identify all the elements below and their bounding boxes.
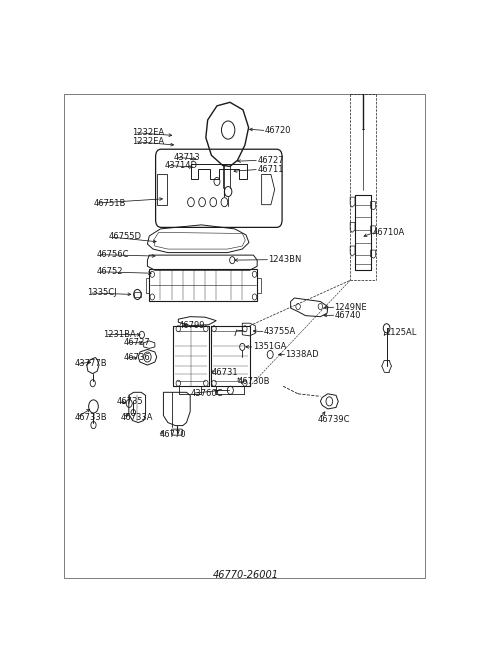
Text: 46739C: 46739C — [318, 415, 350, 424]
Text: 46770: 46770 — [160, 430, 186, 439]
Text: 46755D: 46755D — [108, 233, 142, 242]
Bar — [134, 292, 141, 297]
Text: 46799: 46799 — [178, 321, 205, 330]
Text: 46710A: 46710A — [372, 228, 405, 237]
Text: 46751B: 46751B — [94, 198, 126, 208]
Text: 46711: 46711 — [257, 165, 284, 174]
Text: 1232EA: 1232EA — [132, 128, 165, 137]
Text: 43713: 43713 — [173, 153, 200, 162]
Text: 46720: 46720 — [264, 126, 291, 135]
Text: 46756C: 46756C — [96, 250, 129, 259]
Text: 46736: 46736 — [124, 352, 151, 362]
Text: 1231BA: 1231BA — [103, 330, 136, 339]
Text: 46730B: 46730B — [238, 377, 270, 386]
Text: 1335CJ: 1335CJ — [87, 288, 117, 297]
Text: 46733A: 46733A — [120, 413, 153, 422]
Text: 43714D: 43714D — [164, 161, 197, 170]
Text: 1243BN: 1243BN — [268, 255, 302, 264]
Text: 46740: 46740 — [335, 310, 361, 320]
Bar — [149, 269, 257, 301]
Text: 46727: 46727 — [257, 156, 284, 165]
Text: 46752: 46752 — [96, 267, 123, 276]
Text: 46737: 46737 — [124, 338, 151, 347]
Text: 46731: 46731 — [212, 367, 239, 377]
Text: 46770-26001: 46770-26001 — [213, 571, 279, 580]
Text: 1338AD: 1338AD — [286, 350, 319, 359]
Text: 1351GA: 1351GA — [252, 343, 286, 352]
Text: 1232EA: 1232EA — [132, 137, 165, 146]
Text: 43755A: 43755A — [264, 328, 296, 336]
Text: 46733B: 46733B — [75, 413, 108, 422]
Text: 43777B: 43777B — [75, 359, 108, 368]
Text: 1125AL: 1125AL — [385, 328, 416, 337]
Text: 1249NE: 1249NE — [335, 303, 367, 312]
Text: 43760C: 43760C — [190, 389, 223, 398]
Text: 46735: 46735 — [117, 397, 143, 406]
